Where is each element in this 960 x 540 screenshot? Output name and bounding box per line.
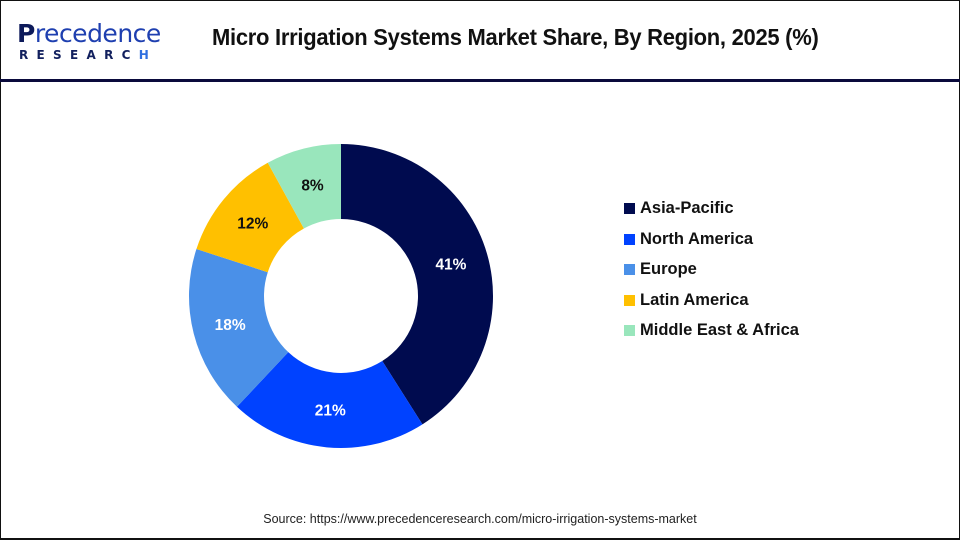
logo-subtitle: RESEARCH [19, 48, 158, 62]
slice-label-asia-pacific: 41% [435, 257, 466, 274]
donut-slice-north-america [236, 352, 423, 448]
legend-label: Europe [640, 260, 697, 278]
legend-swatch [624, 325, 635, 336]
source-citation: Source: https://www.precedenceresearch.c… [263, 512, 697, 526]
slice-label-middle-east-africa: 8% [301, 178, 324, 195]
legend-label: North America [640, 229, 754, 248]
slice-label-europe: 18% [215, 317, 246, 334]
legend-label: Middle East & Africa [640, 321, 799, 339]
donut-slice-latin-america [196, 162, 304, 273]
precedence-research-logo: Precedence RESEARCH [17, 20, 167, 64]
logo-wordmark: Precedence [17, 19, 161, 48]
legend-swatch [624, 233, 635, 245]
legend-label: Asia-Pacific [640, 199, 734, 217]
legend-label: Latin America [640, 290, 749, 309]
slice-label-latin-america: 12% [237, 216, 268, 233]
legend-swatch [624, 203, 635, 214]
chart-title: Micro Irrigation Systems Market Share, B… [212, 24, 819, 50]
donut-slice-asia-pacific [341, 144, 493, 425]
donut-slice-europe [188, 249, 289, 407]
header: Precedence RESEARCH Micro Irrigation Sys… [0, 0, 960, 79]
legend-swatch [624, 264, 635, 275]
donut-slice-middle-east-africa [267, 144, 341, 229]
slice-label-north-america: 21% [315, 402, 346, 419]
legend-swatch [624, 294, 635, 306]
header-divider [0, 79, 960, 82]
